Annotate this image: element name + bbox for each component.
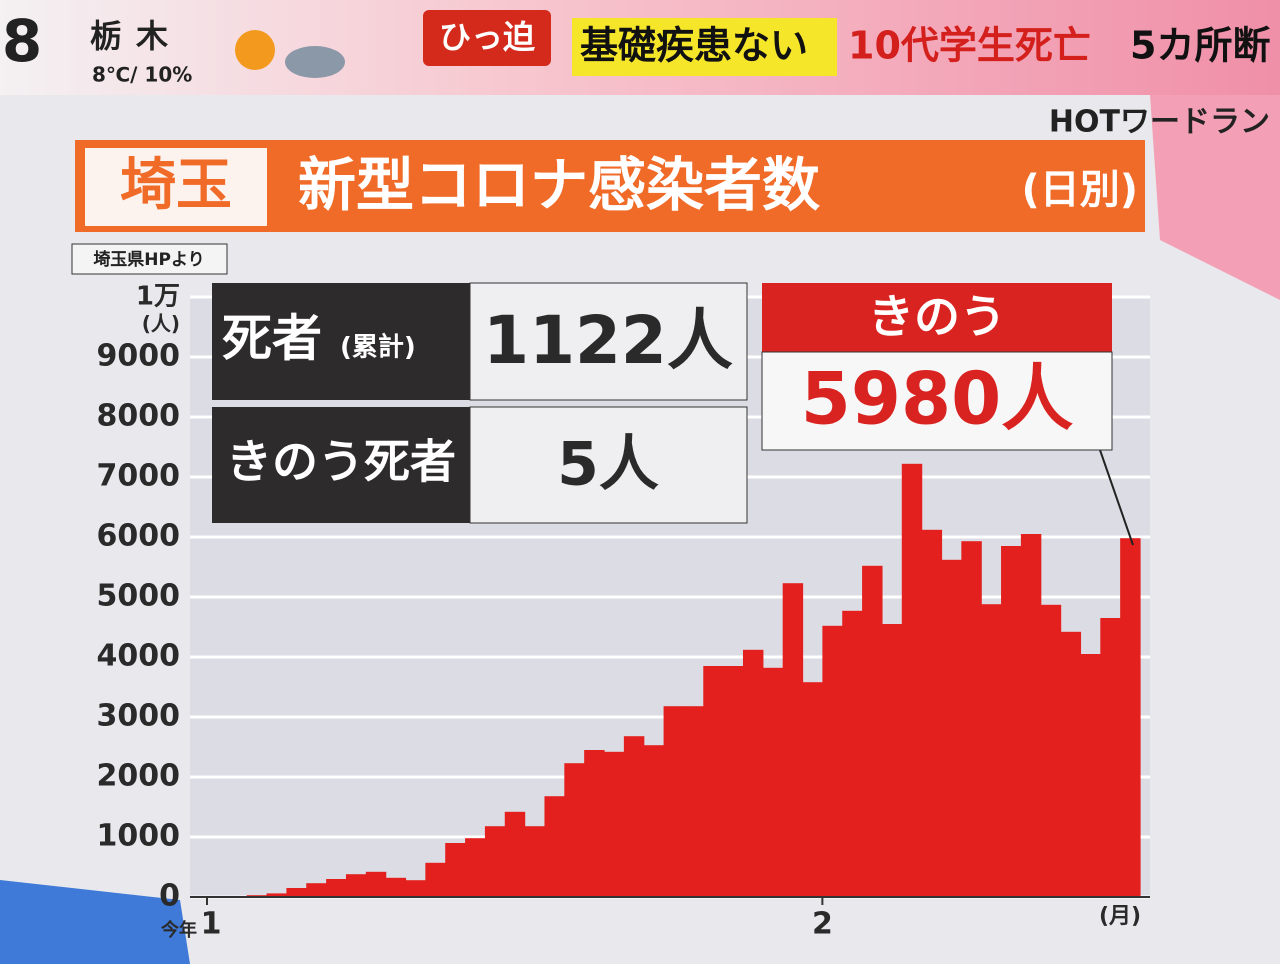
bar [881,624,903,897]
bar [405,880,426,897]
bar [1100,618,1121,897]
y-tick-label: 5000 [97,579,181,614]
overlay: 死者 (累計) 1122人 きのう死者 5人 きのう 5980人 [212,282,1134,546]
bar [266,893,288,897]
bar [1060,631,1082,897]
y-tick-label: 0 [159,879,180,914]
callout-header [762,283,1112,352]
bar [742,649,764,897]
source-box [71,243,228,275]
bar [961,541,982,897]
bar [703,666,724,897]
bar [584,750,605,897]
callout-body [761,351,1113,451]
bar [683,706,704,897]
chart-subtitle: (日別) [1021,167,1138,213]
bar [445,843,466,897]
y-tick-label: 8000 [97,399,181,434]
badge [423,10,551,66]
bar [941,559,962,897]
bar [425,862,446,897]
sun-icon [235,30,275,70]
channel: 8 [2,7,42,75]
bar [802,682,823,897]
bar [663,706,685,897]
bar [1080,654,1101,897]
box-label: 死者 [222,310,322,368]
callout-title: きのう [868,290,1006,344]
bar [1120,538,1141,897]
bar [465,838,486,897]
headline: 基礎疾患ない [580,24,808,68]
bar [286,888,307,897]
bar [1040,604,1062,897]
bar [564,763,585,897]
bar [782,583,804,897]
bar [1001,546,1022,897]
x-tick-label: 1 [201,907,222,942]
bar [326,879,347,897]
bar [862,565,883,897]
deco [0,880,190,964]
box-value: 1122人 [483,302,733,379]
bar [365,871,387,897]
bar [524,826,546,897]
box-label-suffix: (累計) [340,332,416,363]
x-tick-label: 2 [812,907,833,942]
box-label: きのう死者 [226,435,456,489]
y-tick-label: 1000 [97,819,181,854]
y-tick-label: 9000 [97,339,181,374]
bar [604,751,625,897]
bar [762,667,784,897]
headline: 5カ所断 [1130,24,1270,68]
region: 栃木 [90,17,182,55]
x-prefix: 今年 [161,919,197,941]
y-tick-label: 1万 [136,282,180,312]
y-tick-label: 6000 [97,519,181,554]
callout-text: 5980人 [801,357,1073,441]
prefecture-box [85,148,267,226]
box-value-bg [469,406,748,524]
bar [723,666,744,897]
bar [385,877,407,897]
x-unit: (月) [1099,904,1141,929]
box-label-bg [212,283,470,400]
headline-bg [572,18,837,76]
bar [484,826,506,897]
bar [544,796,565,897]
y-unit: (人) [142,312,180,336]
bar [643,745,665,897]
source: 埼玉県HPより [93,249,204,270]
bar [921,529,943,897]
box-value-bg [469,282,748,401]
bar [623,736,645,897]
bar [345,874,367,897]
chart-title: 新型コロナ感染者数 [298,151,820,219]
bar [842,610,863,897]
box-label-bg [212,407,470,523]
y-tick-label: 7000 [97,459,181,494]
box-value: 5人 [557,430,659,500]
bar [504,811,526,897]
bar [822,625,843,897]
badge-text: ひっ迫 [439,18,535,56]
weather: 8℃/ 10% [92,63,192,87]
deco [1150,95,1280,300]
bar [981,604,1002,897]
y-tick-label: 4000 [97,639,181,674]
bar [1020,534,1042,897]
bar [306,883,327,897]
cloud-icon [285,46,345,78]
y-tick-label: 2000 [97,759,181,794]
bar [901,463,923,897]
headline: 10代学生死亡 [848,24,1091,68]
hot-word: HOTワードラン [1049,105,1270,140]
prefecture: 埼玉 [120,153,232,218]
callout-line [1099,449,1134,546]
y-tick-label: 3000 [97,699,181,734]
